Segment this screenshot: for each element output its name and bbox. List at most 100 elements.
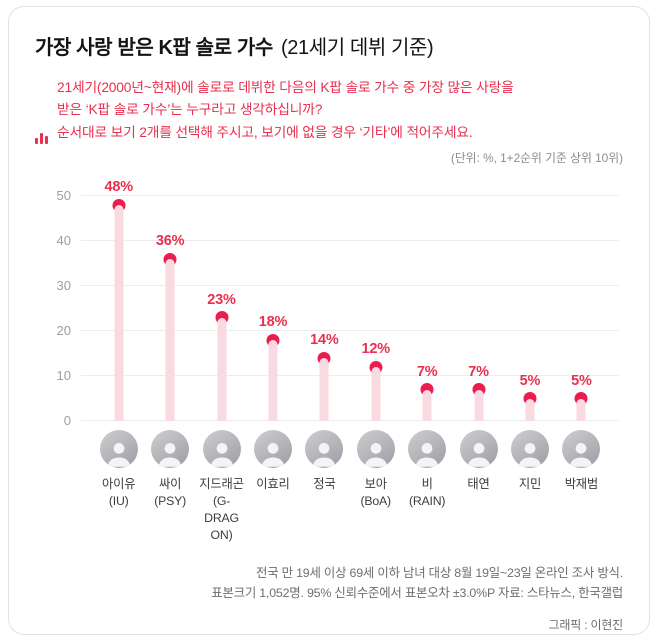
gridline [81, 195, 619, 197]
avatar-cell [93, 430, 144, 469]
lollipop-columns: 48% 36% 23% 18% 14% 12% 7% 7% 5% 5% [81, 179, 619, 422]
name-cell: 지드래곤 (G-DRAG ON) [196, 476, 247, 544]
avatar-cell [299, 430, 350, 469]
survey-methodology: 전국 만 19세 이상 69세 이하 남녀 대상 8월 19일~23일 온라인 … [35, 564, 623, 604]
avatar-cell [196, 430, 247, 469]
artist-avatar [253, 430, 292, 469]
lollipop-stem [474, 389, 484, 422]
lollipop-stem [217, 317, 227, 422]
lollipop-column: 18% [247, 196, 298, 422]
lollipop-column: 36% [144, 196, 195, 422]
methodology-line2: 표본크기 1,052명. 95% 신뢰수준에서 표본오차 ±3.0%P 자료: … [211, 585, 623, 600]
lollipop-column: 23% [196, 196, 247, 422]
lollipop-stem [576, 398, 586, 422]
value-label: 12% [361, 341, 391, 358]
survey-question-block: 21세기(2000년~현재)에 솔로로 데뷔한 다음의 K팝 솔로 가수 중 가… [35, 77, 623, 145]
lollipop-stem [525, 398, 535, 422]
lollipop-column: 14% [299, 196, 350, 422]
lollipop-chart: 0 10 20 30 40 50 48% 36% 23% 18% 14% 12% 7% 7% 5% 5% [35, 179, 623, 428]
name-cell: 태연 [453, 476, 504, 544]
artist-avatar [510, 430, 549, 469]
artist-name-label: 아이유 (IU) [102, 477, 136, 508]
lollipop-stem [268, 340, 278, 422]
artist-name-label: 박재범 [564, 477, 599, 492]
artist-avatar [99, 430, 138, 469]
value-label: 36% [155, 233, 185, 250]
value-label: 7% [468, 363, 489, 380]
person-silhouette-icon [416, 443, 439, 467]
artist-avatar [151, 430, 190, 469]
person-silhouette-icon [159, 443, 182, 467]
artist-name-label: 이효리 [256, 477, 290, 492]
name-cell: 박재범 [556, 476, 607, 544]
artist-avatar [562, 430, 601, 469]
person-silhouette-icon [364, 443, 387, 467]
lollipop-stem [165, 259, 175, 422]
y-axis-tick-label: 0 [63, 413, 71, 429]
lollipop-column: 5% [556, 196, 607, 422]
artist-avatar [356, 430, 395, 469]
name-cell: 아이유 (IU) [93, 476, 144, 544]
value-label: 18% [258, 314, 288, 331]
lollipop-stem [319, 358, 329, 422]
person-silhouette-icon [467, 443, 490, 467]
artist-avatar [408, 430, 447, 469]
person-silhouette-icon [570, 443, 593, 467]
person-silhouette-icon [261, 443, 284, 467]
name-cell: 싸이 (PSY) [144, 476, 195, 544]
lollipop-column: 48% [93, 179, 144, 422]
lollipop-column: 5% [504, 196, 555, 422]
y-axis-tick-label: 40 [56, 233, 71, 249]
gridline [81, 375, 619, 377]
lollipop-stem [371, 367, 381, 422]
infographic-card: 가장 사랑 받은 K팝 솔로 가수 (21세기 데뷔 기준) 21세기(2000… [8, 6, 650, 635]
artist-name-label: 싸이 (PSY) [154, 477, 186, 508]
artist-name-label: 비 (RAIN) [408, 477, 446, 508]
person-silhouette-icon [313, 443, 336, 467]
person-silhouette-icon [107, 443, 130, 467]
page-title: 가장 사랑 받은 K팝 솔로 가수 (21세기 데뷔 기준) [35, 31, 623, 60]
artist-avatar [459, 430, 498, 469]
artist-name-label: 지민 [518, 477, 542, 492]
artist-name-label: 지드래곤 (G-DRAG ON) [199, 477, 244, 542]
artist-avatar [202, 430, 241, 469]
avatar-cell [401, 430, 452, 469]
name-cell: 정국 [299, 476, 350, 544]
name-cell: 보아 (BoA) [350, 476, 401, 544]
y-axis-tick-label: 20 [56, 323, 71, 339]
artist-avatar [305, 430, 344, 469]
lollipop-column: 12% [350, 196, 401, 422]
person-silhouette-icon [210, 443, 233, 467]
y-axis-tick-label: 10 [56, 368, 71, 384]
avatar-row [81, 430, 619, 469]
artist-name-label: 보아 (BoA) [360, 477, 392, 508]
title-sub: (21세기 데뷔 기준) [281, 37, 434, 59]
avatar-cell [453, 430, 504, 469]
unit-note: (단위: %, 1+2순위 기준 상위 10위) [450, 151, 623, 166]
methodology-line1: 전국 만 19세 이상 69세 이하 남녀 대상 8월 19일~23일 온라인 … [256, 565, 623, 580]
avatar-cell [144, 430, 195, 469]
avatar-cell [350, 430, 401, 469]
lollipop-column: 7% [453, 196, 504, 422]
name-cell: 비 (RAIN) [401, 476, 452, 544]
value-label: 14% [310, 332, 339, 349]
lollipop-column: 7% [401, 196, 452, 422]
name-row: 아이유 (IU) 싸이 (PSY) 지드래곤 (G-DRAG ON) 이효리 정국 보아 … [81, 476, 619, 544]
value-label: 7% [416, 363, 438, 380]
artist-name-label: 태연 [467, 477, 490, 492]
survey-question-text: 21세기(2000년~현재)에 솔로로 데뷔한 다음의 K팝 솔로 가수 중 가… [57, 80, 514, 140]
gridline [81, 420, 619, 422]
avatar-cell [504, 430, 555, 469]
value-label: 23% [207, 291, 236, 308]
name-cell: 지민 [504, 476, 555, 544]
lollipop-stem [114, 205, 124, 422]
avatar-cell [247, 430, 298, 469]
value-label: 48% [104, 179, 133, 196]
value-label: 5% [571, 372, 592, 389]
artist-name-label: 정국 [313, 477, 336, 492]
avatar-cell [556, 430, 607, 469]
gridline [81, 330, 619, 332]
lollipop-stem [422, 389, 432, 422]
gridline [81, 240, 619, 242]
graphic-credit: 그래픽 : 이현진 [548, 617, 624, 632]
